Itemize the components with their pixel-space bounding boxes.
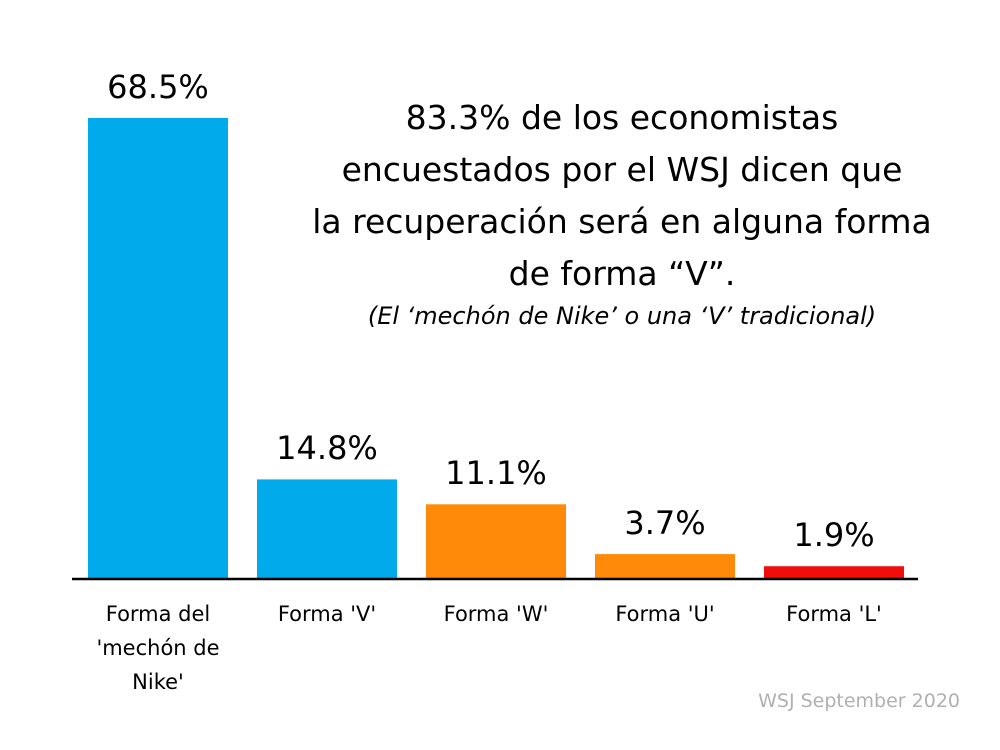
bar xyxy=(257,479,397,579)
x-tick-label: Forma 'U' xyxy=(615,602,715,626)
value-label: 3.7% xyxy=(624,504,706,543)
value-label: 1.9% xyxy=(793,516,875,555)
value-label: 14.8% xyxy=(276,429,378,468)
source: WSJ September 2020 xyxy=(758,690,960,712)
bar xyxy=(426,504,566,579)
bar xyxy=(595,554,735,579)
x-tick-label: Forma 'V' xyxy=(277,602,377,626)
x-tick-label: Forma 'L' xyxy=(786,602,882,626)
x-tick-label: Forma del 'mechón de Nike' xyxy=(96,602,220,694)
bar xyxy=(764,566,904,579)
value-label: 11.1% xyxy=(445,454,547,493)
value-label: 68.5% xyxy=(107,68,209,106)
bar xyxy=(88,118,228,579)
annotation-note: (El ‘mechón de Nike’ o una ‘V’ tradicion… xyxy=(367,302,877,330)
annotation: 83.3% de los economistas encuestados por… xyxy=(312,98,932,293)
x-tick-label: Forma 'W' xyxy=(443,602,549,626)
